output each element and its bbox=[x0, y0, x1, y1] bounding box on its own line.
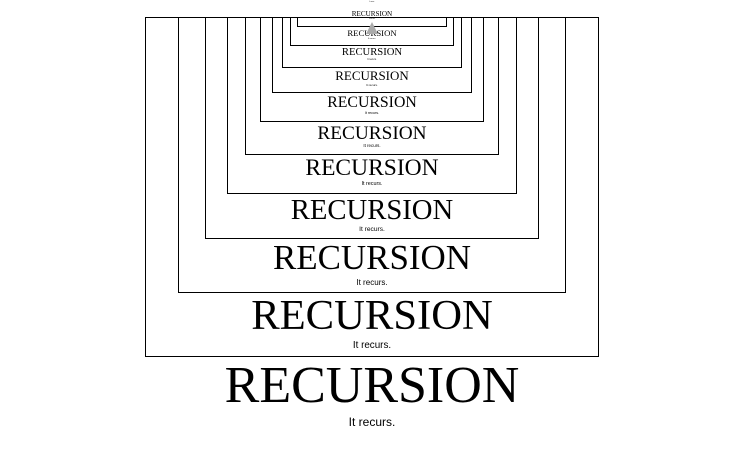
recursion-frame bbox=[204, 17, 540, 240]
recursion-caption: It recurs. bbox=[366, 82, 378, 87]
recursion-caption: It recurs. bbox=[363, 143, 381, 149]
recursion-frame bbox=[271, 17, 473, 93]
recursion-caption: It recurs. bbox=[352, 340, 392, 352]
recursion-vanishing-tip bbox=[366, 22, 378, 34]
recursion-frame bbox=[289, 17, 455, 46]
recursion-caption: It recurs. bbox=[368, 18, 376, 20]
recursion-title: RECURSION bbox=[305, 154, 439, 181]
recursion-caption: It recurs. bbox=[368, 37, 376, 40]
recursion-title: RECURSION bbox=[327, 93, 417, 111]
recursion-title: RECURSION bbox=[290, 193, 454, 226]
recursion-title: RECURSION bbox=[272, 238, 472, 278]
recursion-title: RECURSION bbox=[335, 67, 409, 83]
recursion-frame bbox=[177, 17, 567, 294]
recursion-title: RECURSION bbox=[0, 0, 747, 1]
recursion-caption: It recurs. bbox=[361, 181, 383, 188]
recursion-frame bbox=[244, 17, 500, 155]
recursion-caption: It recurs. bbox=[356, 278, 388, 288]
recursion-caption: It recurs. bbox=[359, 225, 385, 233]
recursion-caption: It recurs. bbox=[348, 415, 396, 430]
recursion-frame bbox=[319, 17, 425, 18]
recursion-frame bbox=[226, 17, 518, 194]
recursion-title: RECURSION bbox=[341, 46, 403, 58]
recursion-title: RECURSION bbox=[251, 292, 493, 340]
recursion-frame bbox=[259, 17, 485, 122]
recursion-caption: It recurs. bbox=[369, 1, 375, 3]
recursion-title: RECURSION bbox=[224, 357, 520, 414]
recursion-title: RECURSION bbox=[351, 10, 393, 19]
recursion-title: RECURSION bbox=[317, 122, 427, 144]
recursion-frame bbox=[281, 17, 463, 68]
recursion-caption: It recurs. bbox=[364, 110, 380, 115]
recursion-caption: It recurs. bbox=[367, 58, 377, 62]
